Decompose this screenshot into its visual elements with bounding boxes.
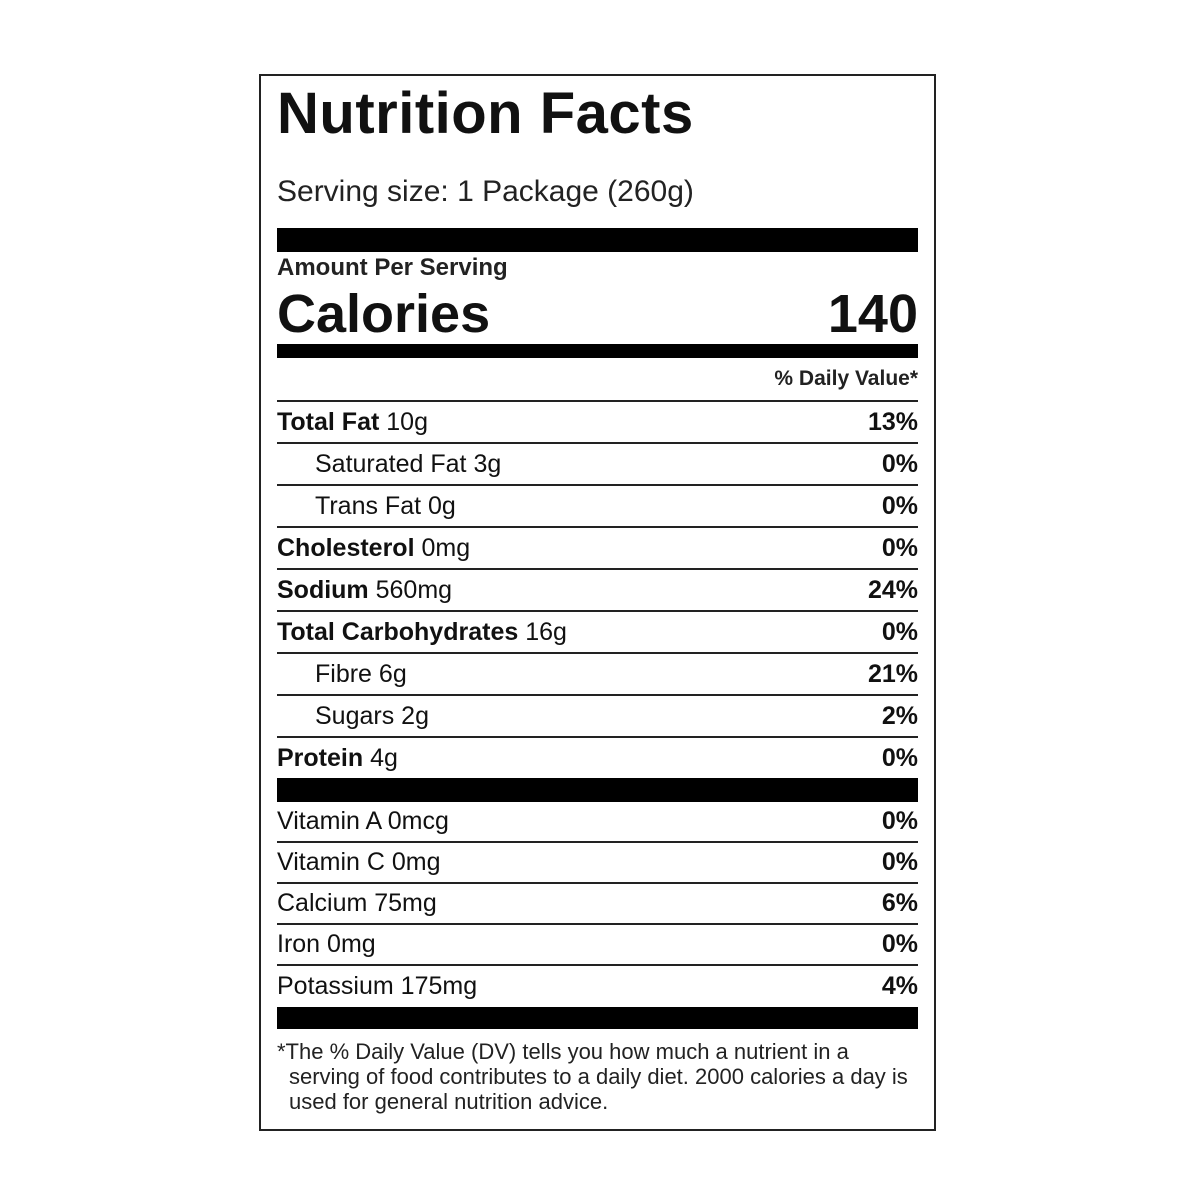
vitamin-amount: 0mg [327,930,376,958]
nutrient-label: Sugars 2g [315,702,429,731]
nutrient-name: Saturated Fat [315,449,467,478]
nutrient-amount: 0mg [421,533,471,562]
nutrient-row: Cholesterol 0mg 0% [277,526,918,568]
nutrient-amount: 3g [473,449,502,478]
serving-size: Serving size: 1 Package (260g) [277,175,694,208]
vitamin-name: Potassium [277,972,394,1000]
nutrient-row: Sodium 560mg 24% [277,568,918,610]
nutrient-row: Fibre 6g 21% [277,652,918,694]
daily-value: 0% [881,743,918,772]
nutrient-name: Trans Fat [315,491,422,520]
vitamin-amount: 175mg [400,972,478,1000]
daily-value: 4% [881,972,918,1000]
vitamin-name: Calcium [277,889,368,917]
vitamin-name: Vitamin C [277,848,385,876]
nutrient-label: Trans Fat 0g [315,492,456,521]
daily-value-header: % Daily Value* [774,367,918,390]
nutrient-label: Total Fat 10g [277,408,428,437]
calories-row: Calories 140 [277,284,918,344]
daily-value: 13% [867,407,918,436]
nutrient-amount: 560mg [375,575,453,604]
divider [277,1007,918,1029]
nutrient-row: Saturated Fat 3g 0% [277,442,918,484]
nutrient-label: Cholesterol 0mg [277,534,470,563]
vitamin-name: Vitamin A [277,807,381,835]
nutrient-label: Fibre 6g [315,660,407,689]
vitamin-label: Vitamin A 0mcg [277,807,449,836]
daily-value: 24% [867,575,918,604]
divider [277,344,918,358]
nutrient-amount: 10g [386,407,428,436]
daily-value: 0% [881,533,918,562]
daily-value: 6% [881,889,918,917]
footnote: *The % Daily Value (DV) tells you how mu… [277,1039,908,1114]
nutrient-row: Protein 4g 0% [277,736,918,778]
daily-value: 0% [881,930,918,958]
nutrient-name: Total Fat [277,407,380,436]
calories-value: 140 [827,284,918,344]
nutrient-amount: 6g [378,659,407,688]
nutrient-row: Trans Fat 0g 0% [277,484,918,526]
nutrient-amount: 4g [370,743,398,772]
daily-value: 0% [881,449,918,478]
vitamin-label: Vitamin C 0mg [277,848,441,877]
nutrition-label: Nutrition Facts Serving size: 1 Package … [259,74,936,1131]
title: Nutrition Facts [277,81,694,146]
vitamin-amount: 0mcg [387,807,449,835]
nutrient-amount: 0g [428,491,456,520]
amount-per-serving: Amount Per Serving [277,254,508,281]
nutrient-amount: 16g [525,617,567,646]
daily-value: 21% [867,659,918,688]
vitamin-label: Potassium 175mg [277,972,477,1001]
nutrient-name: Total Carbohydrates [277,617,519,646]
vitamin-row: Iron 0mg 0% [277,925,918,966]
vitamins: Vitamin A 0mcg 0% Vitamin C 0mg 0% Calcium 7… [277,802,918,1007]
nutrient-row: Total Carbohydrates 16g 0% [277,610,918,652]
daily-value: 0% [881,491,918,520]
nutrient-name: Sodium [277,575,369,604]
nutrient-label: Total Carbohydrates 16g [277,618,567,647]
vitamin-name: Iron [277,930,321,958]
nutrient-name: Sugars [315,701,395,730]
nutrient-row: Total Fat 10g 13% [277,400,918,442]
vitamin-amount: 75mg [374,889,437,917]
vitamin-row: Vitamin A 0mcg 0% [277,802,918,843]
vitamin-label: Calcium 75mg [277,889,437,918]
daily-value: 0% [881,848,918,876]
calories-label: Calories [277,284,491,344]
nutrient-label: Saturated Fat 3g [315,450,501,479]
divider [277,228,918,252]
daily-value: 2% [881,701,918,730]
nutrient-label: Sodium 560mg [277,576,452,605]
daily-value: 0% [881,617,918,646]
nutrient-amount: 2g [401,701,429,730]
divider [277,778,918,802]
nutrient-name: Cholesterol [277,533,415,562]
nutrient-row: Sugars 2g 2% [277,694,918,736]
nutrients: Total Fat 10g 13% Saturated Fat 3g 0% Trans … [277,400,918,778]
vitamin-row: Calcium 75mg 6% [277,884,918,925]
vitamin-label: Iron 0mg [277,930,376,959]
daily-value: 0% [881,807,918,835]
nutrient-label: Protein 4g [277,744,398,773]
vitamin-row: Vitamin C 0mg 0% [277,843,918,884]
vitamin-amount: 0mg [391,848,441,876]
vitamin-row: Potassium 175mg 4% [277,966,918,1007]
nutrient-name: Fibre [315,659,372,688]
nutrient-name: Protein [277,743,364,772]
